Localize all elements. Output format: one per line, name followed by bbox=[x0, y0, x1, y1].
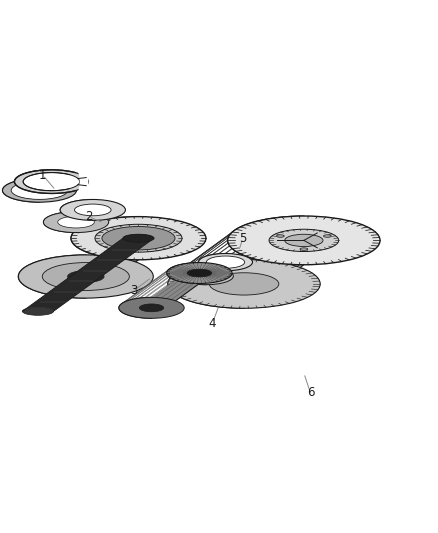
Ellipse shape bbox=[228, 216, 380, 265]
Ellipse shape bbox=[102, 227, 175, 250]
Polygon shape bbox=[18, 216, 138, 298]
Ellipse shape bbox=[139, 304, 164, 312]
Ellipse shape bbox=[198, 254, 253, 271]
Wedge shape bbox=[78, 169, 88, 195]
Ellipse shape bbox=[58, 216, 94, 228]
Text: 6: 6 bbox=[307, 386, 314, 399]
Polygon shape bbox=[3, 170, 51, 202]
Text: 2: 2 bbox=[85, 210, 92, 223]
Ellipse shape bbox=[23, 173, 80, 191]
Ellipse shape bbox=[209, 273, 279, 295]
Ellipse shape bbox=[269, 229, 339, 252]
Polygon shape bbox=[119, 263, 199, 318]
Ellipse shape bbox=[187, 270, 226, 282]
Polygon shape bbox=[43, 199, 93, 232]
Ellipse shape bbox=[60, 199, 125, 220]
Ellipse shape bbox=[206, 256, 245, 268]
Ellipse shape bbox=[67, 271, 104, 282]
Text: 4: 4 bbox=[209, 317, 216, 329]
Ellipse shape bbox=[42, 263, 129, 290]
Ellipse shape bbox=[119, 297, 184, 318]
Ellipse shape bbox=[3, 179, 77, 202]
Ellipse shape bbox=[167, 263, 232, 284]
Polygon shape bbox=[168, 216, 304, 308]
Text: 3: 3 bbox=[131, 284, 138, 297]
Ellipse shape bbox=[18, 255, 153, 298]
Text: 5: 5 bbox=[239, 232, 247, 245]
Ellipse shape bbox=[324, 235, 331, 237]
Ellipse shape bbox=[22, 308, 53, 316]
Ellipse shape bbox=[11, 181, 68, 199]
Ellipse shape bbox=[300, 248, 308, 251]
Polygon shape bbox=[180, 254, 226, 285]
Text: 1: 1 bbox=[39, 168, 46, 182]
Ellipse shape bbox=[187, 269, 212, 277]
Polygon shape bbox=[22, 234, 154, 311]
Ellipse shape bbox=[14, 170, 88, 193]
Ellipse shape bbox=[43, 212, 109, 232]
Ellipse shape bbox=[180, 268, 233, 285]
Ellipse shape bbox=[276, 235, 284, 237]
Ellipse shape bbox=[123, 234, 154, 242]
Ellipse shape bbox=[285, 235, 323, 247]
Ellipse shape bbox=[71, 216, 206, 260]
Ellipse shape bbox=[168, 260, 320, 308]
Polygon shape bbox=[244, 229, 339, 295]
Ellipse shape bbox=[95, 224, 182, 252]
Ellipse shape bbox=[74, 204, 111, 216]
